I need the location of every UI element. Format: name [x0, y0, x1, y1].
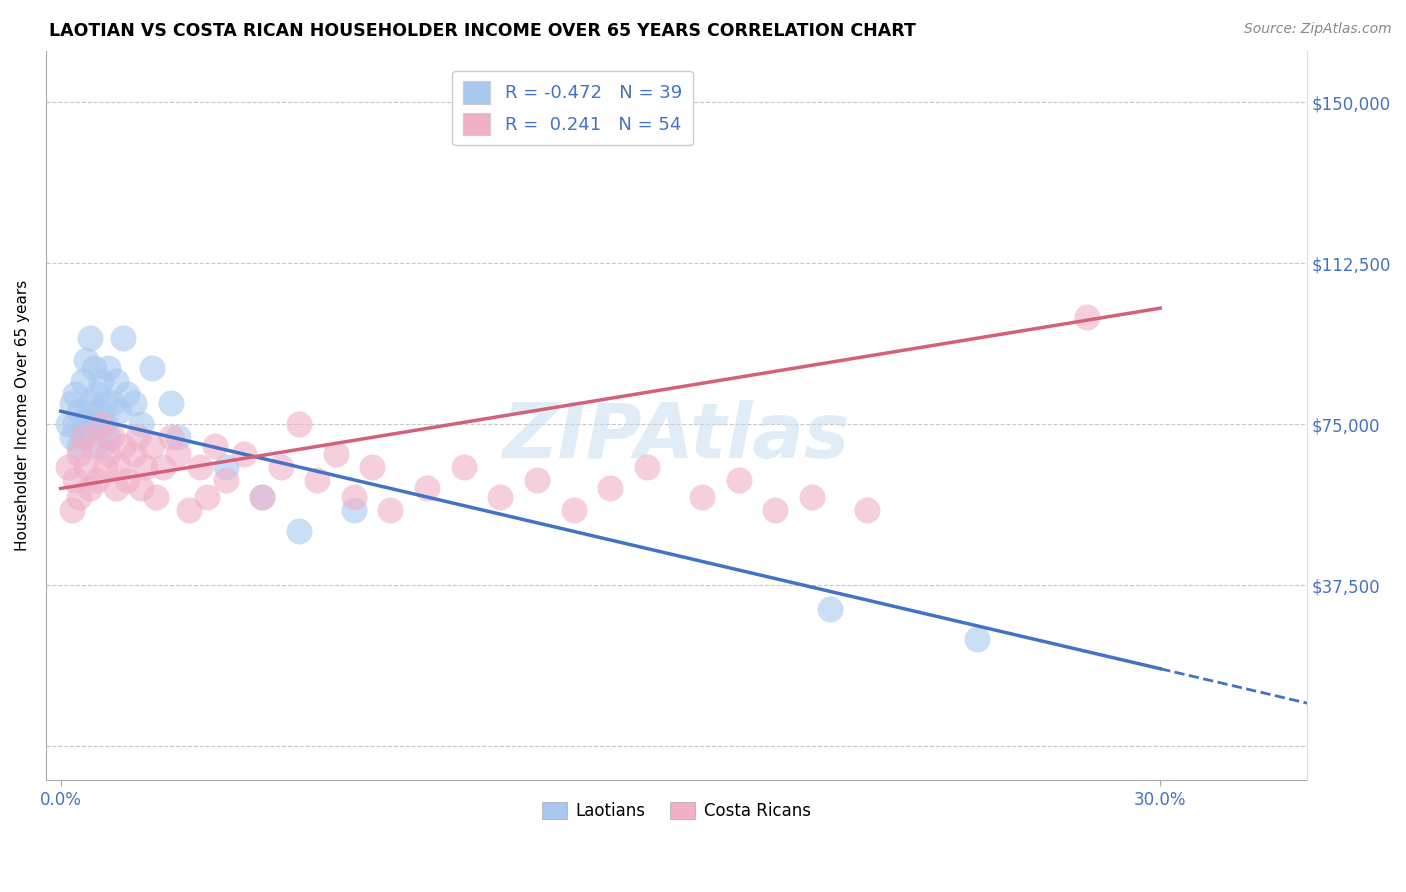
- Point: [690, 490, 713, 504]
- Point: [67, 490, 90, 504]
- Point: [1076, 310, 1098, 324]
- Point: [141, 438, 163, 452]
- Point: [188, 460, 211, 475]
- Point: [177, 503, 200, 517]
- Point: [145, 490, 167, 504]
- Point: [122, 447, 145, 461]
- Point: [380, 503, 402, 517]
- Y-axis label: Householder Income Over 65 years: Householder Income Over 65 years: [15, 280, 30, 551]
- Text: ZIPAtlas: ZIPAtlas: [503, 401, 851, 475]
- Point: [108, 404, 131, 418]
- Point: [86, 473, 108, 487]
- Point: [167, 430, 190, 444]
- Point: [75, 460, 97, 475]
- Point: [307, 473, 329, 487]
- Point: [159, 430, 181, 444]
- Point: [129, 482, 152, 496]
- Point: [75, 413, 97, 427]
- Point: [801, 490, 824, 504]
- Point: [56, 460, 79, 475]
- Point: [489, 490, 512, 504]
- Point: [104, 482, 127, 496]
- Point: [60, 430, 83, 444]
- Point: [127, 430, 149, 444]
- Point: [416, 482, 439, 496]
- Point: [250, 490, 273, 504]
- Point: [122, 395, 145, 409]
- Point: [195, 490, 218, 504]
- Point: [90, 374, 112, 388]
- Point: [343, 503, 366, 517]
- Point: [65, 473, 87, 487]
- Point: [79, 395, 101, 409]
- Text: LAOTIAN VS COSTA RICAN HOUSEHOLDER INCOME OVER 65 YEARS CORRELATION CHART: LAOTIAN VS COSTA RICAN HOUSEHOLDER INCOM…: [49, 22, 917, 40]
- Point: [101, 430, 124, 444]
- Point: [79, 331, 101, 345]
- Point: [141, 361, 163, 376]
- Point: [232, 447, 254, 461]
- Point: [636, 460, 658, 475]
- Point: [67, 404, 90, 418]
- Point: [67, 447, 90, 461]
- Point: [86, 387, 108, 401]
- Point: [214, 473, 236, 487]
- Point: [288, 524, 311, 539]
- Point: [83, 417, 105, 431]
- Point: [820, 601, 842, 615]
- Point: [79, 482, 101, 496]
- Point: [72, 430, 94, 444]
- Point: [90, 417, 112, 431]
- Point: [93, 460, 115, 475]
- Point: [343, 490, 366, 504]
- Point: [288, 417, 311, 431]
- Point: [108, 460, 131, 475]
- Point: [270, 460, 292, 475]
- Point: [93, 417, 115, 431]
- Point: [167, 447, 190, 461]
- Point: [727, 473, 749, 487]
- Point: [97, 361, 120, 376]
- Point: [115, 473, 138, 487]
- Point: [72, 425, 94, 440]
- Point: [101, 395, 124, 409]
- Point: [93, 395, 115, 409]
- Point: [204, 438, 226, 452]
- Point: [60, 503, 83, 517]
- Legend: Laotians, Costa Ricans: Laotians, Costa Ricans: [536, 795, 817, 827]
- Point: [111, 331, 134, 345]
- Point: [56, 417, 79, 431]
- Point: [72, 374, 94, 388]
- Point: [526, 473, 548, 487]
- Point: [97, 447, 120, 461]
- Point: [67, 438, 90, 452]
- Point: [966, 632, 988, 646]
- Point: [111, 438, 134, 452]
- Point: [599, 482, 621, 496]
- Point: [65, 417, 87, 431]
- Text: Source: ZipAtlas.com: Source: ZipAtlas.com: [1244, 22, 1392, 37]
- Point: [856, 503, 879, 517]
- Point: [97, 430, 120, 444]
- Point: [104, 374, 127, 388]
- Point: [60, 395, 83, 409]
- Point: [763, 503, 786, 517]
- Point: [115, 387, 138, 401]
- Point: [562, 503, 585, 517]
- Point: [250, 490, 273, 504]
- Point: [86, 404, 108, 418]
- Point: [361, 460, 384, 475]
- Point: [152, 460, 174, 475]
- Point: [83, 438, 105, 452]
- Point: [83, 361, 105, 376]
- Point: [90, 438, 112, 452]
- Point: [214, 460, 236, 475]
- Point: [325, 447, 347, 461]
- Point: [134, 460, 156, 475]
- Point: [65, 387, 87, 401]
- Point: [159, 395, 181, 409]
- Point: [75, 352, 97, 367]
- Point: [129, 417, 152, 431]
- Point: [453, 460, 475, 475]
